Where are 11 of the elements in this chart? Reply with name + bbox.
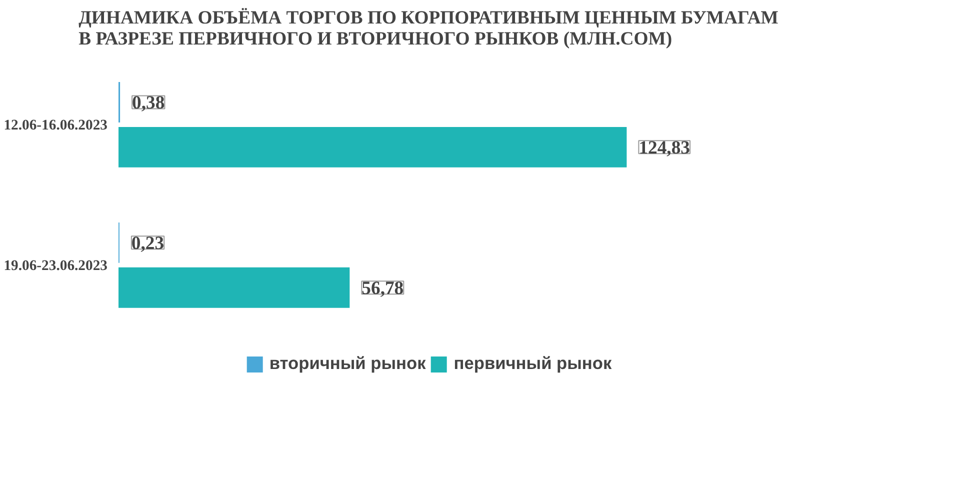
data-label: 124,83: [638, 138, 690, 159]
data-label: 0,38: [132, 92, 165, 114]
y-tick-label: 12.06-16.06.2023: [4, 118, 108, 134]
data-label: 0,23: [131, 233, 164, 254]
legend-label: вторичный рынок: [269, 353, 426, 374]
legend-label: первичный рынок: [454, 353, 612, 374]
chart-title: ДИНАМИКА ОБЪЁМА ТОРГОВ ПО КОРПОРАТИВНЫМ ЦЕННЫМ БУМАГАМ В РАЗРЕЗЕ ПЕРВИЧНОГО И ВТОРИЧНОГО РЫНКОВ (МЛН.СОМ): [78, 8, 779, 50]
bar: [118, 126, 627, 168]
bar: [118, 267, 350, 308]
y-tick-label: 19.06-23.06.2023: [4, 258, 108, 274]
data-label: 56,78: [362, 278, 404, 300]
